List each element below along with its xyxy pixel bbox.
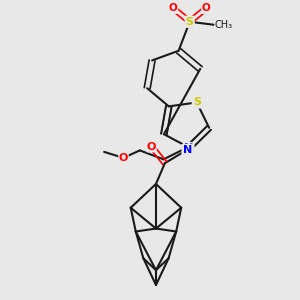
Text: O: O	[119, 153, 128, 163]
Text: O: O	[169, 3, 178, 14]
Text: N: N	[183, 145, 192, 155]
Text: N: N	[184, 143, 194, 153]
Text: S: S	[193, 98, 201, 107]
Text: CH₃: CH₃	[214, 20, 232, 30]
Text: O: O	[202, 3, 210, 14]
Text: S: S	[186, 17, 194, 27]
Text: O: O	[147, 142, 156, 152]
